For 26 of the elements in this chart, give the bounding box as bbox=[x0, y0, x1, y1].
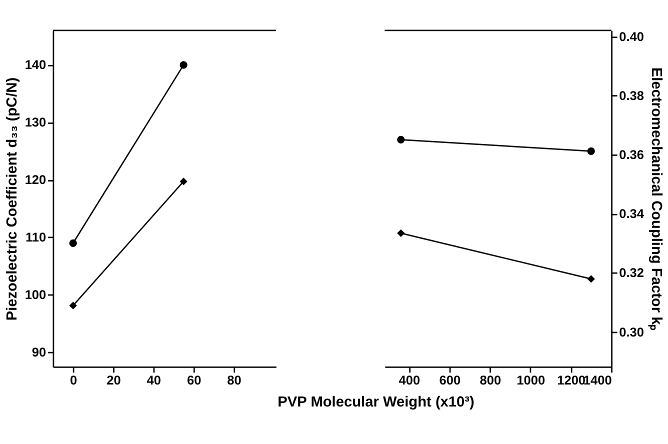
x-tick-label: 40 bbox=[146, 372, 162, 388]
y-tick-label: 130 bbox=[24, 114, 46, 130]
y2-tick-label: 0.30 bbox=[619, 324, 644, 340]
x-tick-label: 20 bbox=[106, 372, 121, 388]
y-axis-title: Piezoelectric Coefficient d₃₃ (pC/N) bbox=[4, 77, 21, 321]
x-tick-label: 80 bbox=[227, 372, 242, 388]
x-tick-label: 0 bbox=[70, 372, 78, 388]
y2-axis-title: Electromechanical Coupling Factor kₚ bbox=[648, 67, 664, 331]
y-tick-label: 120 bbox=[24, 172, 46, 188]
x-tick-label: 800 bbox=[480, 372, 502, 388]
x-tick-label: 1400 bbox=[583, 372, 612, 388]
y-tick-label: 110 bbox=[26, 230, 46, 245]
x-tick-label: 60 bbox=[186, 372, 202, 388]
y-tick-label: 100 bbox=[24, 286, 46, 302]
y2-tick-label: 0.40 bbox=[619, 28, 644, 44]
x-tick-label: 600 bbox=[439, 372, 461, 388]
y2-tick-label: 0.38 bbox=[619, 88, 644, 103]
x-tick-label: 400 bbox=[398, 372, 420, 388]
x-axis-title: PVP Molecular Weight (x10³) bbox=[278, 394, 475, 410]
y-tick-label: 90 bbox=[32, 344, 46, 360]
y2-tick-label: 0.36 bbox=[619, 146, 644, 162]
y2-tick-label: 0.34 bbox=[619, 206, 645, 222]
y2-tick-label: 0.32 bbox=[619, 265, 644, 280]
y-tick-label: 140 bbox=[24, 57, 46, 72]
x-tick-label: 1200 bbox=[557, 372, 586, 388]
x-tick-label: 1000 bbox=[516, 372, 546, 388]
